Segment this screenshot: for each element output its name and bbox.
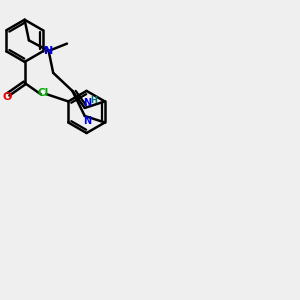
Text: Cl: Cl: [37, 88, 49, 98]
Text: N: N: [44, 46, 53, 56]
Text: N: N: [83, 98, 91, 108]
Text: O: O: [3, 92, 12, 102]
Text: H: H: [91, 96, 98, 105]
Text: N: N: [84, 116, 92, 126]
